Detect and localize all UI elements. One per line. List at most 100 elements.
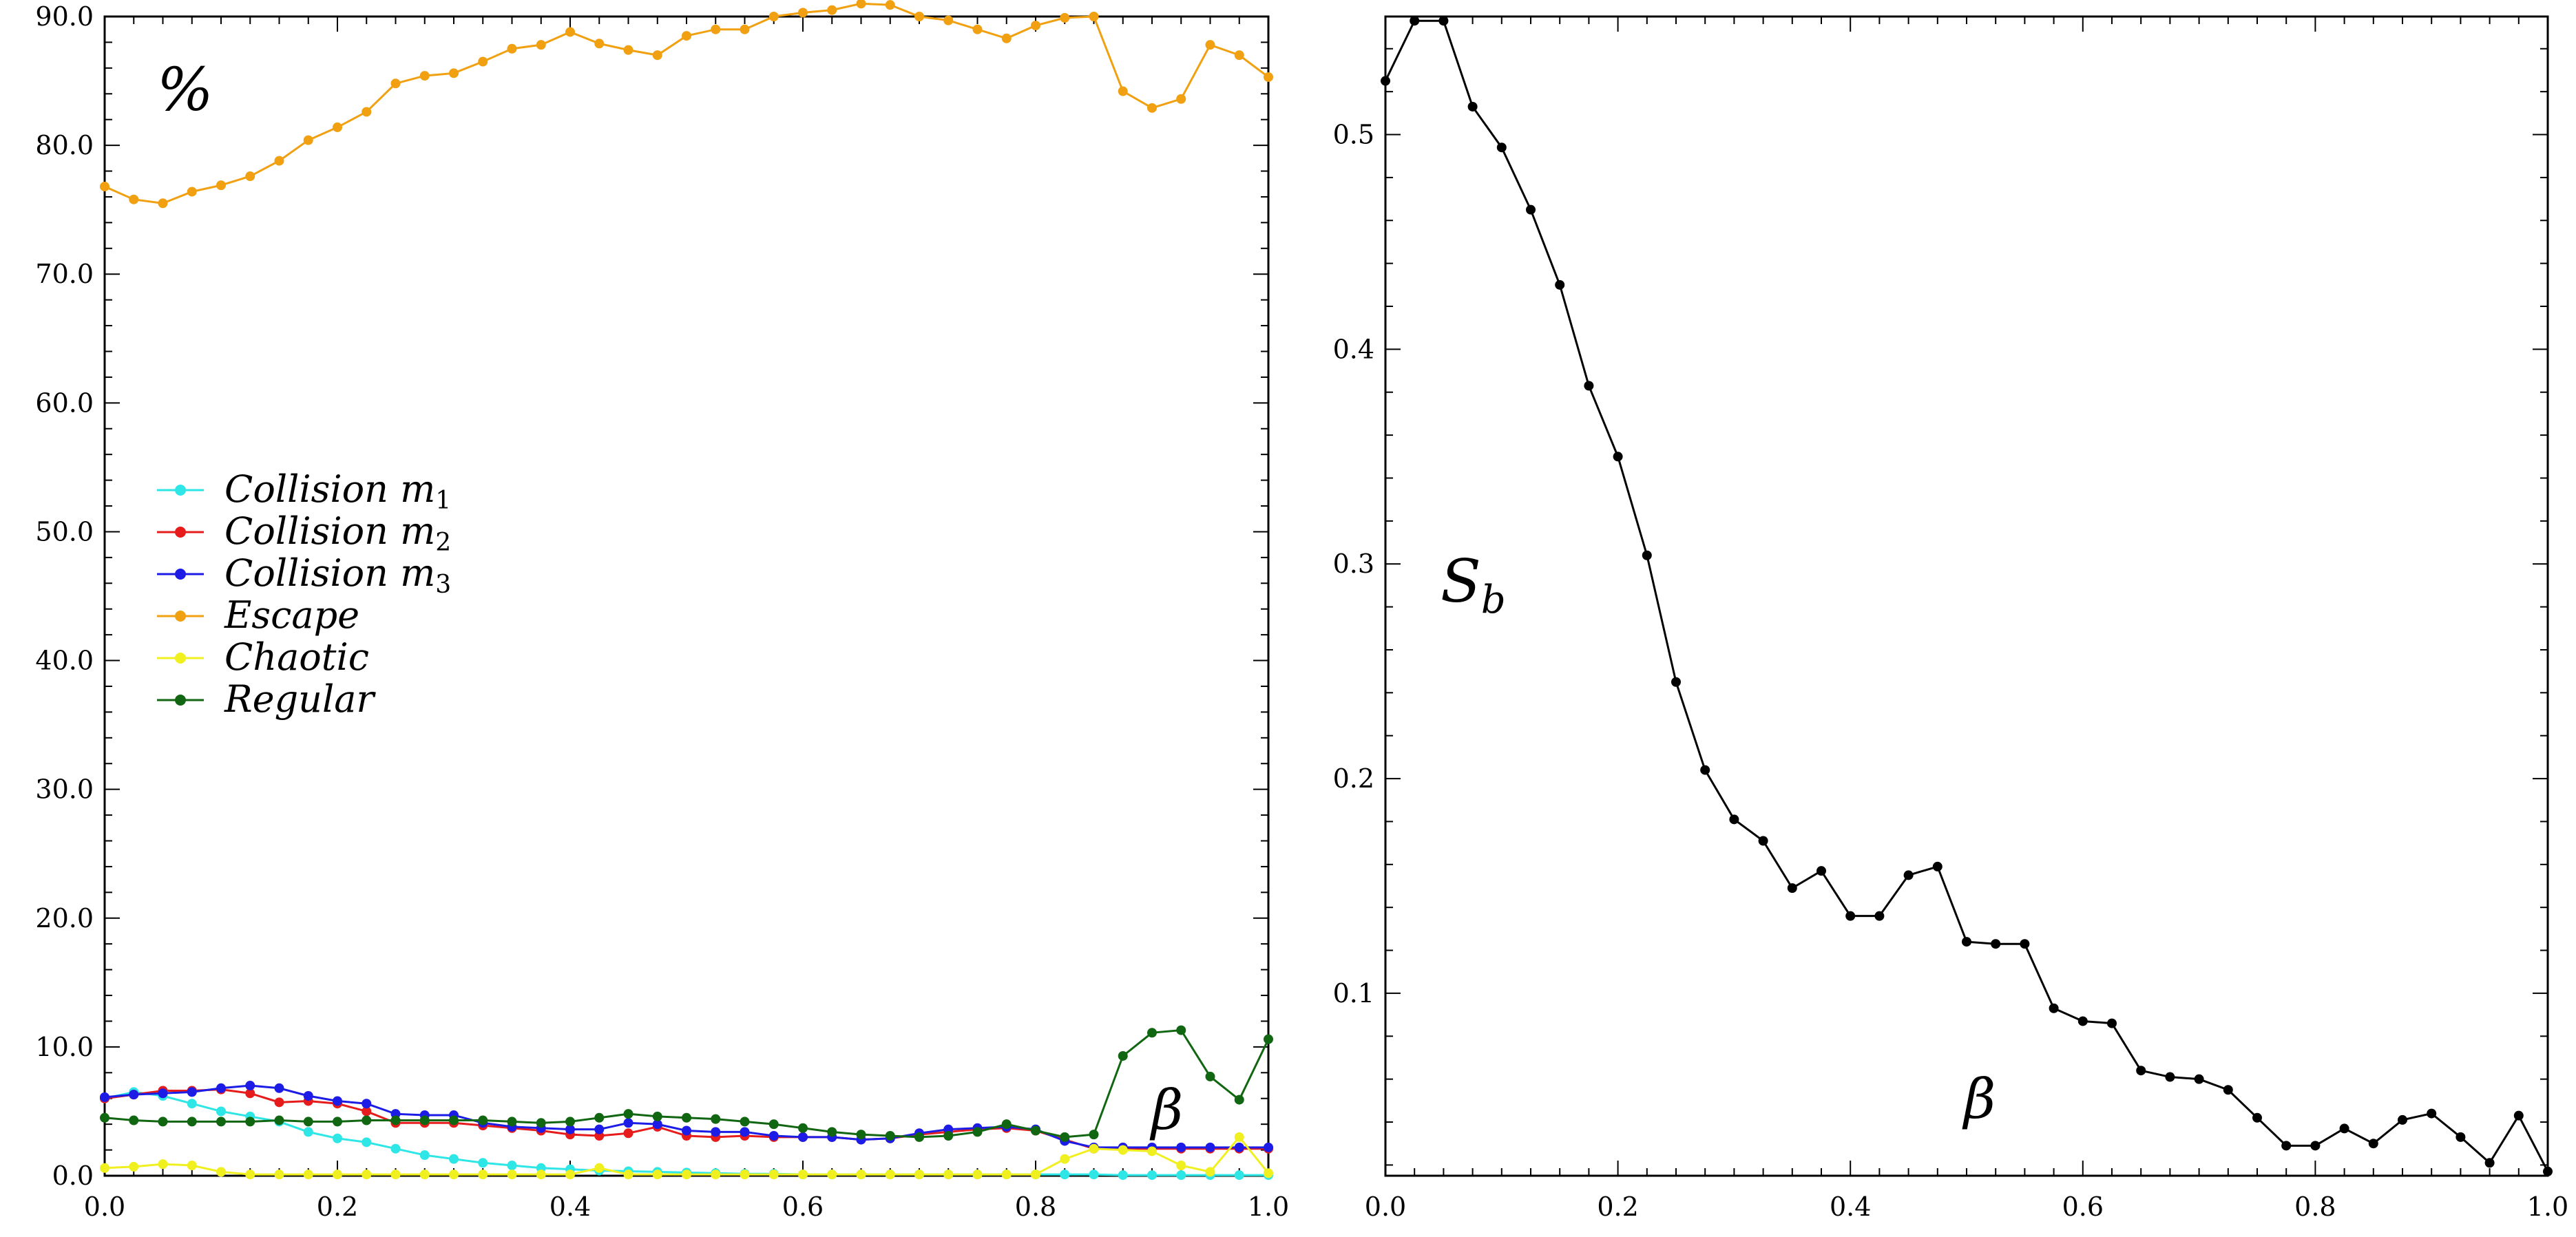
left-series-0-point	[333, 1133, 342, 1143]
right-series-sb-point	[2310, 1141, 2321, 1151]
legend-marker	[175, 653, 186, 664]
left-series-2-point	[682, 1125, 691, 1136]
right-series-sb-point	[1962, 937, 1971, 947]
right-x-tick-label: 0.4	[1830, 1192, 1871, 1222]
left-series-4-point	[652, 1170, 662, 1180]
left-series-3-point	[129, 194, 139, 204]
right-series-sb-point	[2398, 1114, 2407, 1125]
left-series-2-point	[798, 1132, 808, 1142]
left-series-5-point	[129, 1115, 139, 1125]
left-series-5-point	[740, 1117, 750, 1127]
left-series-4-point	[1147, 1146, 1157, 1156]
right-series-sb-point	[1613, 452, 1623, 462]
left-series-2-point	[216, 1083, 226, 1093]
right-series-sb-point	[2543, 1166, 2553, 1176]
left-series-4-point	[943, 1170, 954, 1180]
left-series-4-point	[536, 1170, 546, 1180]
right-x-tick-label: 0.2	[1597, 1192, 1638, 1222]
left-series-3-point	[1147, 103, 1157, 113]
right-series-sb-point	[1438, 16, 1449, 26]
left-series-2-point	[333, 1096, 342, 1106]
right-series-sb-point	[1467, 101, 1478, 112]
left-series-3-point	[711, 24, 721, 34]
right-series-sb-point	[1932, 861, 1943, 871]
left-x-tick-label: 0.0	[84, 1192, 125, 1222]
right-y-tick-label: 0.4	[1333, 334, 1374, 364]
legend-label: Regular	[224, 677, 376, 721]
legend-marker	[175, 695, 186, 706]
left-series-4-point	[1060, 1154, 1070, 1164]
left-y-tick-label: 70.0	[35, 259, 94, 289]
left-series-4-point	[711, 1170, 721, 1180]
right-y-tick-label: 0.5	[1333, 120, 1374, 150]
left-series-2-point	[565, 1124, 575, 1134]
right-y-axis-label: Sb	[1441, 547, 1506, 622]
left-series-2-point	[623, 1118, 633, 1128]
left-series-5-point	[623, 1109, 633, 1119]
left-series-5-point	[972, 1127, 983, 1137]
left-series-5-point	[798, 1123, 808, 1133]
right-x-axis-label: β	[1962, 1067, 1996, 1131]
left-series-2-point	[1205, 1142, 1215, 1152]
right-x-tick-label: 1.0	[2527, 1192, 2568, 1222]
left-x-tick-label: 1.0	[1248, 1192, 1289, 1222]
right-series-sb-point	[1526, 204, 1536, 215]
left-series-1-point	[245, 1088, 255, 1099]
left-series-3-point	[914, 12, 924, 21]
left-series-4-point	[856, 1170, 866, 1180]
left-series-5-point	[390, 1115, 401, 1125]
right-series-sb-point	[2223, 1085, 2233, 1095]
left-series-5-point	[943, 1130, 954, 1141]
right-series-sb-point	[2513, 1110, 2524, 1121]
right-series-sb-point	[2427, 1108, 2437, 1119]
right-y-tick-label: 0.2	[1333, 763, 1374, 794]
left-series-5-point	[507, 1117, 517, 1127]
right-series-sb-point	[2165, 1072, 2175, 1082]
left-series-3-point	[768, 12, 779, 21]
left-series-5-point	[1060, 1132, 1070, 1142]
left-series-5-point	[274, 1115, 284, 1125]
legend-marker	[175, 569, 186, 580]
left-series-3-point	[1264, 72, 1273, 82]
left-series-0-point	[1060, 1170, 1070, 1180]
left-series-5-point	[333, 1117, 342, 1127]
right-series-sb-point	[1671, 677, 1681, 687]
left-series-0-point	[303, 1127, 313, 1137]
left-series-0-point	[216, 1106, 226, 1117]
left-series-0-point	[1147, 1170, 1157, 1181]
left-series-3-point	[187, 187, 197, 197]
left-series-4-point	[100, 1163, 109, 1173]
left-series-5-point	[536, 1118, 546, 1128]
right-series-sb-point	[2455, 1132, 2466, 1142]
left-series-4-point	[1089, 1143, 1099, 1154]
right-x-tick-label: 0.0	[1365, 1192, 1406, 1222]
left-series-2-point	[303, 1090, 313, 1101]
left-series-4-point	[798, 1170, 808, 1180]
left-series-4-point	[245, 1170, 255, 1180]
left-series-5-point	[245, 1117, 255, 1127]
left-series-4-point	[333, 1170, 342, 1180]
left-y-tick-label: 30.0	[35, 774, 94, 805]
left-series-3-point	[740, 24, 750, 34]
left-series-5-point	[1031, 1125, 1040, 1136]
left-series-4-point	[1176, 1161, 1186, 1171]
left-series-3-point	[1001, 33, 1012, 43]
legend-label: Collision m3	[224, 551, 451, 599]
left-series-3-point	[1118, 86, 1128, 96]
left-series-5-point	[478, 1115, 488, 1125]
left-series-0-point	[187, 1099, 197, 1109]
left-series-4-point	[1264, 1168, 1273, 1178]
right-series-sb-point	[2368, 1139, 2378, 1149]
left-series-2-point	[1234, 1142, 1244, 1152]
left-series-4-point	[449, 1170, 459, 1180]
left-series-3-point	[536, 40, 546, 50]
left-series-5-point	[594, 1112, 605, 1123]
left-series-4-point	[1234, 1132, 1244, 1142]
right-series-sb-point	[1700, 765, 1710, 775]
left-series-2-point	[768, 1130, 779, 1141]
left-series-4-point	[594, 1163, 605, 1173]
left-series-2-point	[652, 1119, 662, 1130]
left-series-4-point	[1001, 1170, 1012, 1180]
right-series-sb-point	[2077, 1016, 2088, 1026]
left-series-1-point	[623, 1128, 633, 1139]
